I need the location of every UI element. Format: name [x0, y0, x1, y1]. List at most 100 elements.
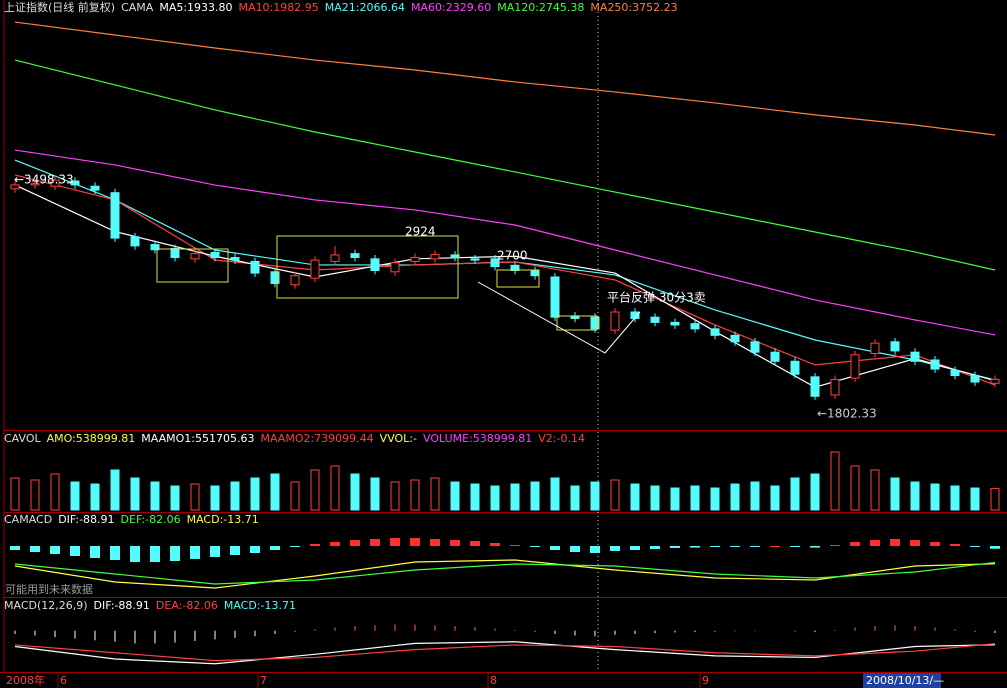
line [14, 643, 996, 662]
candle-body [350, 253, 360, 259]
macd-bar [950, 544, 960, 546]
candle-body [930, 359, 940, 370]
labels: DIF:-88.91 DEA:-82.06 MACD:-13.71 [94, 599, 296, 613]
volume-bar [410, 479, 420, 511]
volume-bar [610, 479, 620, 511]
candle-body [110, 192, 120, 239]
volume-bar [570, 485, 580, 511]
candle-body [550, 276, 560, 318]
candle-body [650, 316, 660, 323]
macd-bar [350, 540, 360, 546]
candle-body [730, 334, 740, 343]
volume-bar [310, 469, 320, 511]
candle-body [690, 323, 700, 330]
candle-body [710, 328, 720, 336]
macd-bar [530, 546, 540, 547]
labels: DIF:-88.91 DEF:-82.06 MACD:-13.71 [58, 513, 259, 527]
candle-body [890, 341, 900, 352]
volume-bar [590, 481, 600, 511]
volume-bar [990, 487, 1000, 511]
line [14, 149, 996, 336]
macd-bar [330, 542, 340, 546]
macd-bar [30, 546, 40, 552]
volume-bar [930, 483, 940, 511]
macd-bar [690, 546, 700, 548]
label: V2:-0.14 [538, 432, 585, 445]
label: AMO:538999.81 [46, 432, 136, 445]
volume-bar [190, 483, 200, 511]
macd-bar [990, 546, 1000, 549]
macd-row: MACD(12,26,9) DIF:-88.91 DEA:-82.06 MACD:-… [4, 599, 296, 613]
macd-bar [410, 538, 420, 546]
line [14, 184, 996, 388]
x-label: 2008年 [6, 673, 45, 687]
panel-title: CAMACD [4, 513, 53, 526]
macd-bar [370, 539, 380, 546]
volume-bar [330, 465, 340, 511]
boxes [156, 235, 598, 331]
volume-bar [10, 477, 20, 511]
macd-bar [230, 546, 240, 555]
candle-body [810, 376, 820, 397]
macd-bar [310, 544, 320, 546]
box [156, 248, 229, 283]
label: DEF:-82.06 [120, 513, 181, 526]
candle-body [770, 351, 780, 362]
candle-body [590, 316, 600, 330]
macd-bar [590, 546, 600, 553]
macd-bar [450, 540, 460, 546]
candle-body [830, 378, 840, 396]
annotation: 2700 [497, 249, 528, 263]
label: VOLUME:538999.81 [423, 432, 533, 445]
macd-bar [730, 546, 740, 547]
x-label: 8 [490, 674, 497, 687]
annotation: 平台反弹 30分3卖 [607, 290, 706, 305]
candle-body [50, 179, 60, 187]
volume-bar [270, 473, 280, 511]
note: 可能用到未来数据 [5, 582, 93, 596]
macd-bar [270, 546, 280, 550]
macd-bar [770, 546, 780, 547]
volume-bar [810, 473, 820, 511]
label: MA10:1982.95 [238, 1, 319, 14]
line [14, 561, 996, 585]
candle-body [870, 342, 880, 354]
box [496, 269, 540, 288]
candle-body [850, 354, 860, 379]
label: VVOL:- [379, 432, 417, 445]
candle-body [370, 258, 380, 272]
volume-bar [850, 465, 860, 511]
candle-body [210, 251, 220, 259]
volume-bar [770, 485, 780, 511]
macd-bar [890, 539, 900, 546]
volume-bar [690, 485, 700, 511]
macd-bar [970, 546, 980, 547]
plot [10, 21, 1000, 665]
macd-bar [10, 546, 20, 550]
volume-bar [530, 481, 540, 511]
macd-bar [870, 540, 880, 546]
volume-bar [670, 487, 680, 511]
candle-body [430, 253, 440, 260]
macd-bar [930, 542, 940, 546]
label: MACD:-13.71 [186, 513, 259, 526]
macd-bar [70, 546, 80, 556]
macd-bar [510, 545, 520, 546]
candle-body [250, 260, 260, 274]
candle-body [190, 253, 200, 260]
macd-bar [390, 538, 400, 546]
label: MA250:3752.23 [590, 1, 678, 14]
volume-bar [870, 469, 880, 511]
label: DIF:-88.91 [58, 513, 115, 526]
label: MAAMO2:739099.44 [260, 432, 374, 445]
date-box [863, 673, 941, 688]
label: MA5:1933.80 [159, 1, 233, 14]
indicator: CAMA [121, 1, 154, 14]
candle-body [270, 271, 280, 284]
volume-bar [30, 479, 40, 511]
volume-bar [510, 483, 520, 511]
annotation: ←1802.33 [817, 407, 877, 421]
macd-bar [190, 546, 200, 559]
